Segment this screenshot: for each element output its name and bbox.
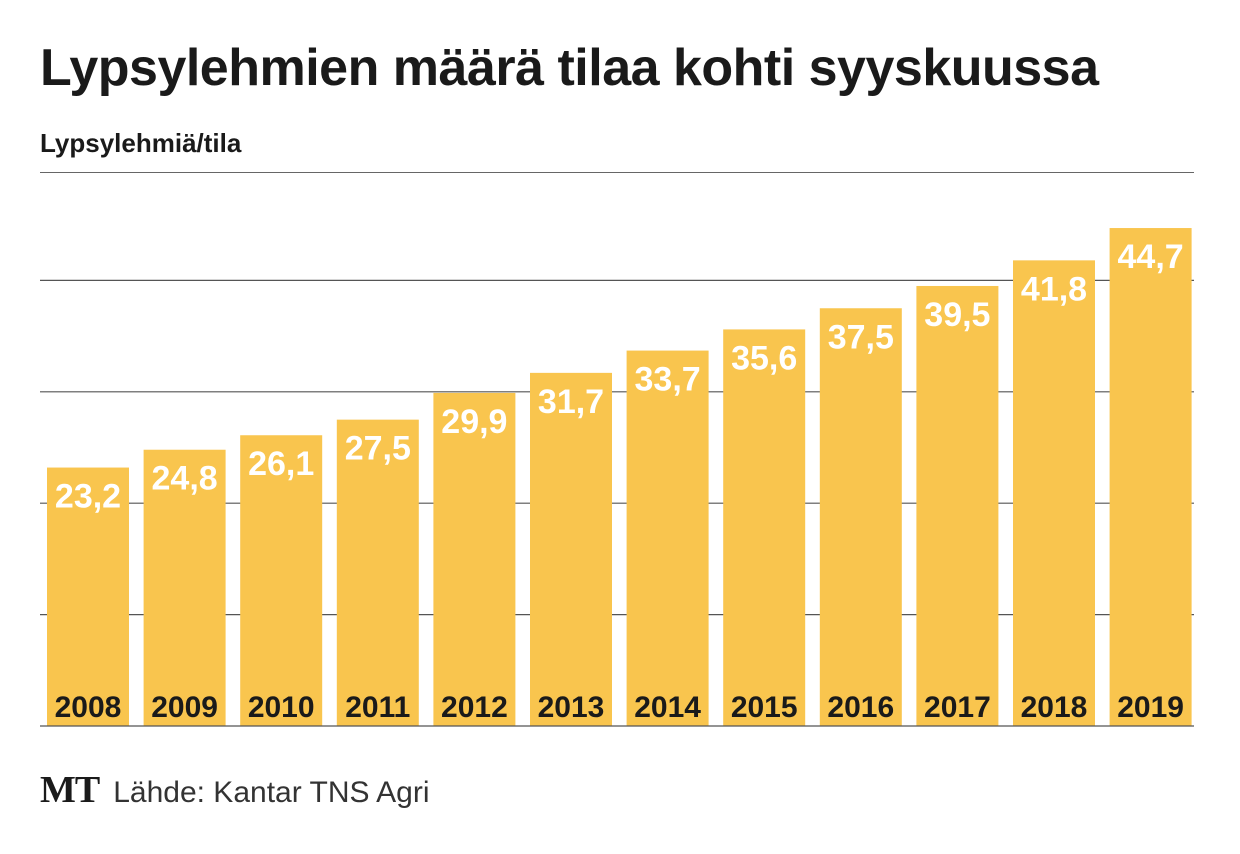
bar-2010 xyxy=(240,435,323,726)
gridlines xyxy=(40,279,1194,616)
bar-value-label-2017: 39,5 xyxy=(924,296,990,334)
bar-value-label-2018: 41,8 xyxy=(1021,270,1087,308)
bar-2015 xyxy=(723,329,806,726)
bar-2008 xyxy=(47,467,129,726)
bar-value-label-2014: 33,7 xyxy=(635,361,701,399)
category-label-2008: 2008 xyxy=(55,691,122,724)
bar-2017 xyxy=(916,285,999,726)
category-label-2012: 2012 xyxy=(441,691,508,724)
bar-value-label-2019: 44,7 xyxy=(1118,238,1184,276)
category-label-2016: 2016 xyxy=(827,691,894,724)
category-label-2019: 2019 xyxy=(1117,691,1184,724)
bars: 23,2 2008 24,8 2009 26,1 2010 27,5 2011 29,9 2012… xyxy=(47,228,1192,727)
bar-value-label-2016: 37,5 xyxy=(828,318,894,356)
category-label-2009: 2009 xyxy=(151,691,218,724)
bar-2013 xyxy=(530,372,612,726)
bar-value-label-2011: 27,5 xyxy=(345,430,411,468)
bar-value-label-2012: 29,9 xyxy=(441,403,507,441)
bar-value-label-2015: 35,6 xyxy=(731,339,797,377)
title-divider xyxy=(40,172,1194,173)
y-axis-unit-label: Lypsylehmiä/tila xyxy=(40,128,242,158)
bar-2018 xyxy=(1013,260,1095,726)
bar-2011 xyxy=(336,419,419,726)
category-label-2015: 2015 xyxy=(731,691,798,724)
bar-value-label-2013: 31,7 xyxy=(538,383,604,421)
category-label-2018: 2018 xyxy=(1021,691,1088,724)
chart-title: Lypsylehmien määrä tilaa kohti syyskuuss… xyxy=(40,39,1099,97)
bar-2012 xyxy=(433,392,516,726)
category-label-2011: 2011 xyxy=(345,691,410,724)
mt-logo: MT xyxy=(40,769,100,811)
category-label-2010: 2010 xyxy=(248,691,315,724)
source-credit: Lähde: Kantar TNS Agri xyxy=(113,776,430,809)
bar-2016 xyxy=(819,308,902,726)
footer: MT Lähde: Kantar TNS Agri xyxy=(40,768,430,812)
bar-2014 xyxy=(626,350,709,726)
bar-value-label-2009: 24,8 xyxy=(152,460,218,498)
category-label-2014: 2014 xyxy=(634,691,701,724)
bar-2009 xyxy=(143,449,226,726)
bar-2019 xyxy=(1109,228,1192,727)
category-label-2013: 2013 xyxy=(538,691,605,724)
bar-value-label-2008: 23,2 xyxy=(55,478,121,516)
category-label-2017: 2017 xyxy=(924,691,991,724)
bar-value-label-2010: 26,1 xyxy=(248,445,314,483)
